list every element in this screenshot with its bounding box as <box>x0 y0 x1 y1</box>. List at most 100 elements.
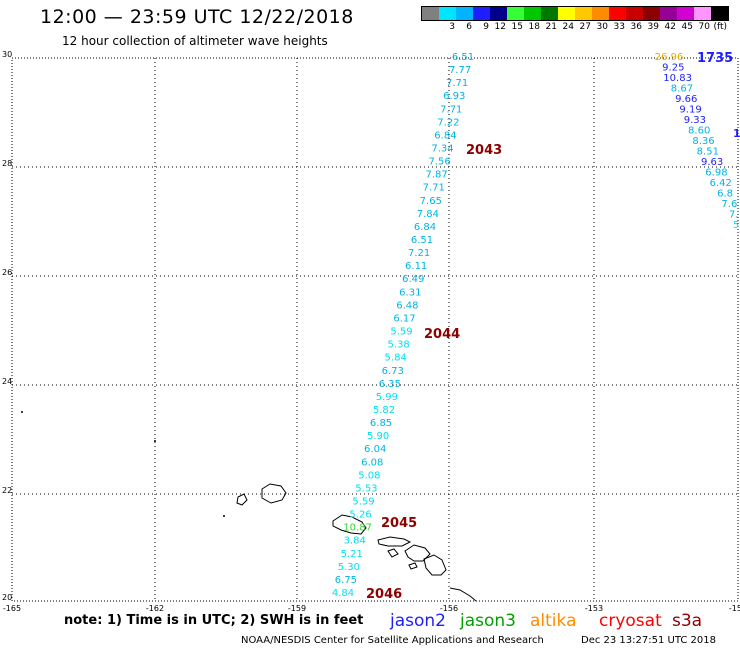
wave-height-value: 5.82 <box>373 405 395 416</box>
scale-label: 15 <box>511 22 523 32</box>
wave-height-value: 6.84 <box>414 222 436 233</box>
wave-height-value: 6.93 <box>443 91 465 102</box>
scale-swatch <box>677 7 694 20</box>
wave-height-value: 6.51 <box>411 235 433 246</box>
wave-height-value: 5.21 <box>341 549 363 560</box>
page-subtitle: 12 hour collection of altimeter wave hei… <box>62 34 328 48</box>
kauai-island <box>261 483 287 504</box>
scale-label: 18 <box>528 22 540 32</box>
oahu-island <box>332 514 367 535</box>
wave-height-value: 6.73 <box>382 366 404 377</box>
wave-height-value: 7.65 <box>420 196 442 207</box>
scale-swatch <box>524 7 541 20</box>
coast-fragment <box>449 587 477 602</box>
wave-height-value: 6.04 <box>364 444 386 455</box>
lat-tick-label: 30 <box>2 50 12 59</box>
wave-height-value: 7.84 <box>417 209 439 220</box>
scale-label: 39 <box>647 22 659 32</box>
lanai-island <box>387 548 399 558</box>
wave-height-value: 5.59 <box>352 496 374 507</box>
scale-swatch <box>694 7 711 20</box>
scale-swatch <box>473 7 490 20</box>
lon-tick-label: -159 <box>288 604 306 613</box>
niihau-island <box>236 493 248 506</box>
scale-label: 12 <box>494 22 506 32</box>
wave-height-value: 9.33 <box>684 115 706 126</box>
hawaiian-islands <box>236 483 477 602</box>
lat-tick-label: 26 <box>2 268 12 277</box>
agency-credit: NOAA/NESDIS Center for Satellite Applica… <box>241 635 544 646</box>
pass-time-label: 2044 <box>424 327 460 342</box>
scale-swatch <box>541 7 558 20</box>
scale-swatch <box>558 7 575 20</box>
wave-height-value: 6.8 <box>717 189 733 200</box>
lon-tick-label: -162 <box>146 604 164 613</box>
satellite-legend-item: cryosat <box>599 611 662 631</box>
wave-height-value: 6.75 <box>335 575 357 586</box>
pass-time-labels: 1735 2043 2044 2045 2046 <box>366 51 733 602</box>
wave-height-value: 5.59 <box>390 327 412 338</box>
wave-height-value: 5.08 <box>358 470 380 481</box>
scale-swatch <box>626 7 643 20</box>
wave-height-value: 6.42 <box>710 178 732 189</box>
wave-height-value: 6.84 <box>434 130 456 141</box>
wave-height-value: 8.60 <box>688 126 710 137</box>
scale-swatch <box>643 7 660 20</box>
kahoolawe-island <box>408 562 418 570</box>
wave-height-value: 9.63 <box>701 157 723 168</box>
axis-tick-labels: 30 28 26 24 22 20 -165 -162 -159 -156 -153 -150 <box>2 50 740 613</box>
scale-label: 45 <box>681 22 693 32</box>
wave-height-value: 7.71 <box>440 104 462 115</box>
scale-label: 70 <box>698 22 710 32</box>
page-title: 12:00 — 23:59 UTC 12/22/2018 <box>40 6 354 28</box>
wave-height-value: 7.87 <box>426 170 448 181</box>
scale-swatch <box>507 7 524 20</box>
wave-height-value: 3.84 <box>344 536 366 547</box>
altimeter-track-2: 26.969.2510.838.679.669.199.338.608.368.… <box>655 52 740 231</box>
lat-tick-label: 24 <box>2 377 12 386</box>
satellite-legend-item: jason2 <box>390 611 446 631</box>
wave-height-value: 5.90 <box>367 431 389 442</box>
scale-label: (ft) <box>713 22 727 32</box>
wave-height-value: 7.6 <box>721 199 737 210</box>
scale-label: 6 <box>466 22 472 32</box>
wave-height-value: 7.22 <box>437 117 459 128</box>
lat-tick-label: 28 <box>2 159 12 168</box>
scale-label: 36 <box>630 22 642 32</box>
scale-label: 3 <box>449 22 455 32</box>
wave-height-value: 6.85 <box>370 418 392 429</box>
lon-tick-label: -150 <box>729 604 740 613</box>
scale-label: 24 <box>562 22 574 32</box>
scale-label: 30 <box>596 22 608 32</box>
edge-label: 1 <box>733 127 740 140</box>
wave-height-value: 8.51 <box>697 147 719 158</box>
wave-height-value: 5.99 <box>376 392 398 403</box>
scale-label: 9 <box>483 22 489 32</box>
wave-height-value: 5.26 <box>349 510 371 521</box>
wave-height-value: 5.53 <box>355 483 377 494</box>
wave-height-value: 7.77 <box>449 65 471 76</box>
island-dot <box>223 515 225 517</box>
lon-tick-label: -153 <box>585 604 603 613</box>
satellite-legend-item: jason3 <box>460 611 516 631</box>
wave-height-value: 8.36 <box>692 136 714 147</box>
map-grid <box>12 58 738 601</box>
wave-height-value: 6.08 <box>361 457 383 468</box>
wave-height-value: 5 <box>733 220 739 231</box>
scale-label: 27 <box>579 22 591 32</box>
scale-swatch <box>422 7 439 20</box>
island-dot <box>154 440 156 442</box>
wave-height-value: 9.19 <box>679 105 701 116</box>
wave-height-color-scale <box>421 6 729 21</box>
altimeter-track-1: 6.51 7.77 7.71 6.93 7.71 7.22 6.84 7.34 7.56 7.87… <box>332 52 474 599</box>
wave-height-value: 6.11 <box>405 261 427 272</box>
lat-tick-label: 22 <box>2 486 12 495</box>
wave-height-value: 6.51 <box>452 52 474 63</box>
pass-time-label: 2045 <box>381 516 417 531</box>
wave-height-value: 4.84 <box>332 588 354 599</box>
wave-height-value: 7. <box>729 210 739 221</box>
scale-label: 21 <box>545 22 557 32</box>
satellite-legend-item: s3a <box>672 611 703 631</box>
scale-swatch <box>660 7 677 20</box>
